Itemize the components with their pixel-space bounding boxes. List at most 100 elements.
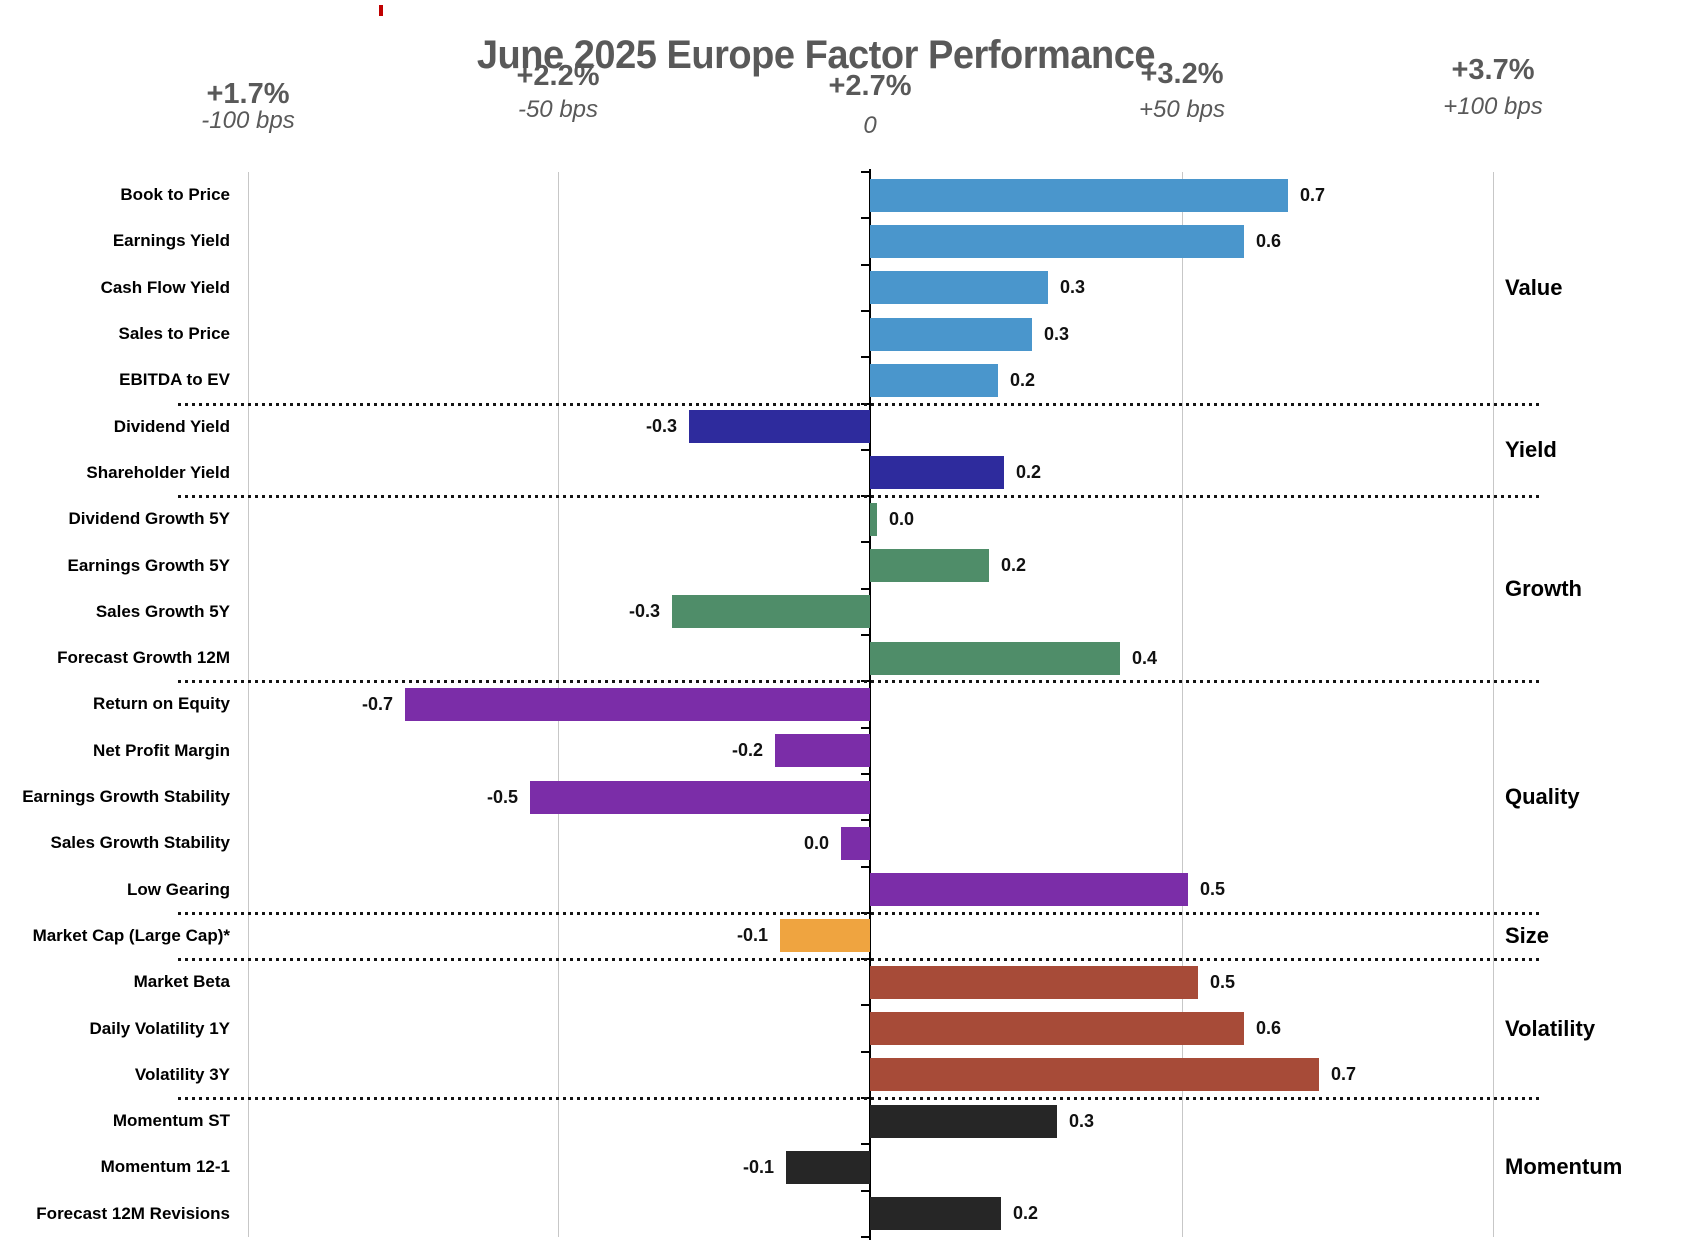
bar-value-label: 0.6	[1256, 1018, 1282, 1039]
row-label: Net Profit Margin	[93, 740, 230, 760]
row-label: Earnings Growth 5Y	[67, 555, 230, 575]
bar-value-label: 0.4	[1132, 647, 1158, 668]
factor-bar	[870, 549, 989, 583]
axis-header-bps-label: -100 bps	[201, 107, 295, 134]
row-label: Earnings Growth Stability	[22, 787, 230, 807]
zero-axis-tick	[861, 1189, 870, 1192]
row-label: Volatility 3Y	[134, 1064, 230, 1084]
bar-value-label: -0.3	[645, 416, 677, 437]
page-title: June 2025 Europe Factor Performance	[476, 32, 1156, 77]
factor-bar	[870, 641, 1120, 675]
row-label: Cash Flow Yield	[100, 277, 230, 297]
zero-axis-tick	[861, 309, 870, 312]
axis-header-percent-label: +3.2%	[1140, 58, 1224, 90]
factor-bar	[786, 1150, 870, 1184]
bar-value-label: 0.7	[1331, 1064, 1357, 1085]
factor-bar	[870, 502, 877, 536]
category-separator	[178, 495, 1540, 499]
row-label: Market Cap (Large Cap)*	[32, 925, 230, 945]
row-label: Shareholder Yield	[86, 462, 230, 482]
factor-bar	[870, 224, 1244, 258]
row-label: Low Gearing	[127, 879, 230, 899]
row-label: Daily Volatility 1Y	[89, 1018, 230, 1038]
factor-bar	[870, 1197, 1001, 1231]
bar-value-label: 0.7	[1300, 184, 1326, 205]
zero-axis-tick	[861, 263, 870, 266]
row-label: Market Beta	[133, 972, 230, 992]
factor-bar	[870, 965, 1198, 999]
row-label: Earnings Yield	[112, 231, 230, 251]
factor-bar	[530, 780, 870, 814]
category-separator	[178, 1097, 1540, 1100]
category-separator	[178, 958, 1540, 962]
bar-value-label: -0.1	[736, 925, 768, 946]
bar-value-label: 0.5	[1200, 879, 1226, 900]
zero-axis-tick	[861, 819, 870, 822]
bar-value-label: 0.6	[1256, 230, 1282, 251]
factor-bar	[870, 363, 998, 397]
axis-header-percent-label: +3.7%	[1451, 54, 1535, 86]
row-label: Dividend Yield	[113, 416, 230, 436]
factor-bar	[870, 271, 1048, 305]
x-gridline	[248, 172, 249, 1237]
axis-header-percent-label: +1.7%	[206, 78, 290, 110]
bar-value-label: -0.5	[486, 786, 518, 807]
category-label: Yield	[1505, 436, 1557, 462]
bar-value-label: 0.2	[1013, 1203, 1039, 1224]
zero-axis-tick	[861, 541, 870, 544]
x-gridline	[1493, 172, 1494, 1237]
axis-header-bps-label: +50 bps	[1138, 96, 1226, 123]
axis-header-percent-label: +2.7%	[828, 70, 912, 102]
category-label: Quality	[1505, 784, 1580, 810]
factor-bar	[870, 456, 1004, 490]
zero-axis-tick	[861, 865, 870, 868]
category-label: Momentum	[1505, 1154, 1623, 1180]
bar-value-label: 0.3	[1060, 277, 1086, 298]
bar-value-label: 0.0	[803, 832, 829, 853]
bar-value-label: 0.3	[1044, 323, 1070, 344]
axis-header-bps-label: 0	[863, 112, 877, 139]
category-separator	[178, 402, 1540, 406]
red-artifact-mark	[379, 5, 383, 16]
bar-value-label: 0.3	[1069, 1110, 1095, 1131]
category-label: Volatility	[1505, 1015, 1596, 1041]
bar-value-label: 0.5	[1210, 971, 1236, 992]
row-label: Momentum ST	[112, 1111, 230, 1131]
category-separator	[178, 911, 1540, 915]
zero-axis-tick	[861, 1050, 870, 1053]
axis-header-bps-label: -50 bps	[517, 96, 599, 123]
category-label: Value	[1505, 274, 1563, 300]
row-label: Dividend Growth 5Y	[68, 509, 230, 529]
category-label: Growth	[1505, 575, 1582, 601]
row-label: Forecast 12M Revisions	[36, 1203, 230, 1223]
factor-bar	[870, 1104, 1057, 1138]
row-label: EBITDA to EV	[119, 370, 230, 390]
zero-axis-tick	[861, 1143, 870, 1146]
zero-axis-tick	[861, 1235, 870, 1238]
bar-value-label: 0.2	[1016, 462, 1042, 483]
row-label: Sales to Price	[118, 324, 230, 344]
bar-value-label: -0.2	[731, 740, 763, 761]
bar-value-label: -0.1	[742, 1156, 774, 1177]
row-label: Sales Growth 5Y	[95, 601, 230, 621]
category-label: Size	[1505, 922, 1550, 948]
axis-header-bps-label: +100 bps	[1443, 93, 1543, 120]
zero-axis-tick	[861, 356, 870, 359]
row-label: Return on Equity	[93, 694, 230, 714]
zero-axis-line	[869, 169, 871, 1240]
bar-value-label: -0.3	[628, 601, 660, 622]
factor-bar	[870, 178, 1288, 212]
bar-value-label: 0.2	[1010, 369, 1036, 390]
factor-bar	[775, 734, 870, 768]
bar-value-label: -0.7	[361, 693, 393, 714]
factor-bar	[780, 919, 870, 953]
factor-bar	[870, 873, 1188, 907]
zero-axis-tick	[861, 448, 870, 451]
zero-axis-tick	[861, 772, 870, 775]
factor-bar	[672, 595, 870, 629]
axis-header-percent-label: +2.2%	[516, 60, 600, 92]
row-label: Forecast Growth 12M	[57, 648, 230, 668]
factor-bar	[870, 1012, 1244, 1046]
factor-bar	[870, 317, 1032, 351]
